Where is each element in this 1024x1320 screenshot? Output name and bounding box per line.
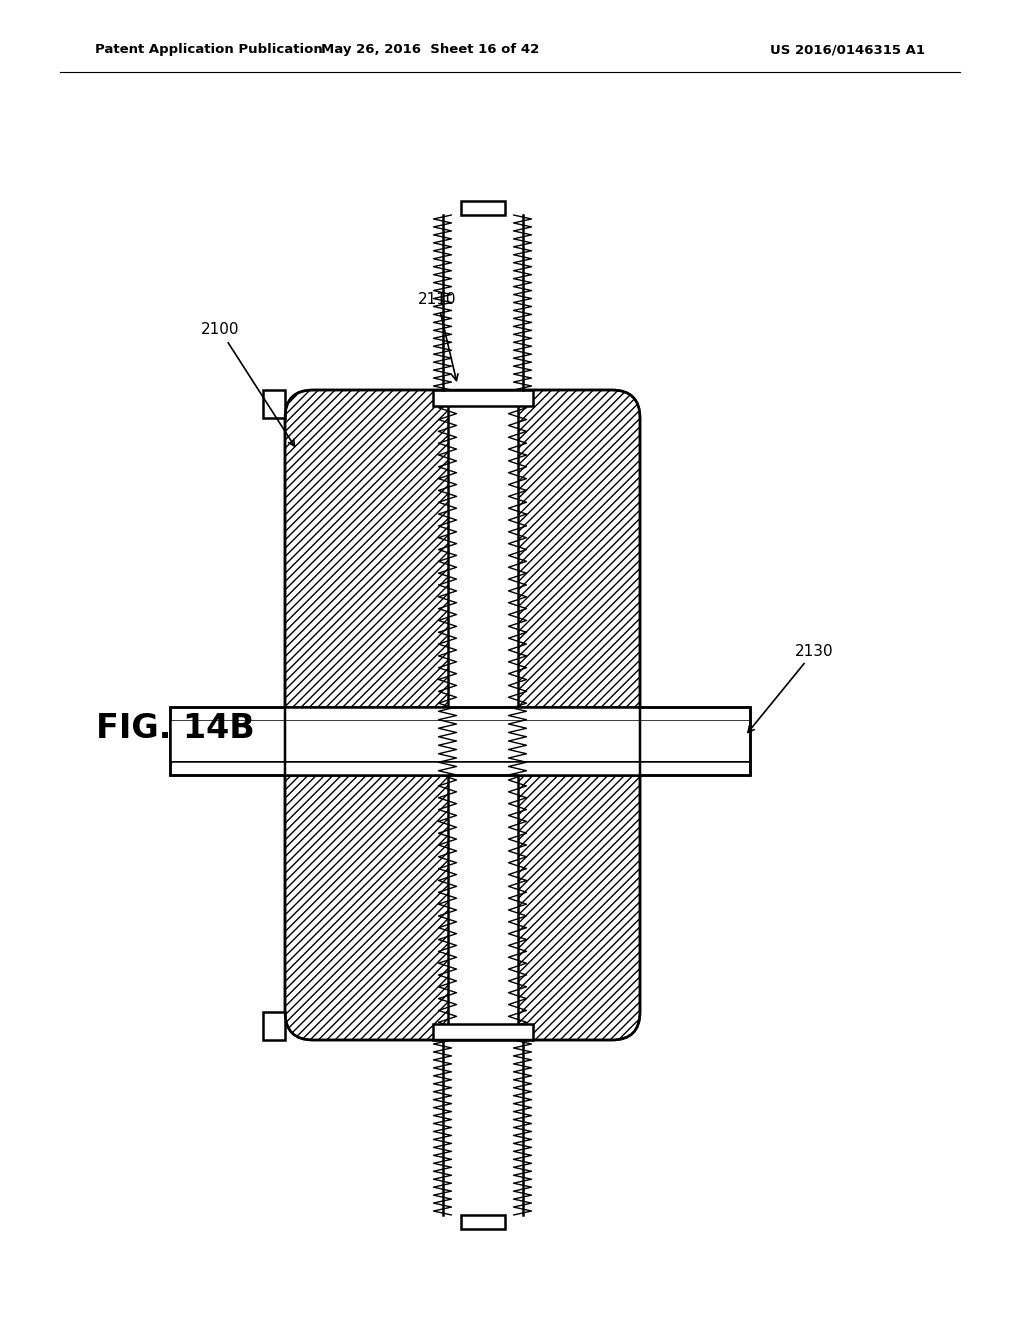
Text: US 2016/0146315 A1: US 2016/0146315 A1 <box>770 44 925 57</box>
Bar <box>432 389 532 407</box>
Bar <box>170 708 750 775</box>
Text: Patent Application Publication: Patent Application Publication <box>95 44 323 57</box>
Bar <box>442 1040 522 1214</box>
Bar <box>442 215 522 389</box>
Bar <box>461 201 505 215</box>
Text: FIG. 14B: FIG. 14B <box>95 711 254 744</box>
Bar <box>442 215 522 389</box>
Bar <box>447 389 517 1040</box>
Bar <box>263 1012 285 1040</box>
Bar <box>517 762 640 775</box>
Bar <box>263 389 285 418</box>
Bar <box>170 708 750 775</box>
Bar <box>285 762 447 775</box>
FancyBboxPatch shape <box>285 389 640 1040</box>
Bar <box>442 1040 522 1214</box>
Bar <box>171 721 749 762</box>
Bar <box>517 708 640 721</box>
Text: 2100: 2100 <box>201 322 295 446</box>
Text: 2130: 2130 <box>748 644 834 733</box>
Text: 2110: 2110 <box>418 293 458 380</box>
Text: May 26, 2016  Sheet 16 of 42: May 26, 2016 Sheet 16 of 42 <box>321 44 539 57</box>
Bar <box>461 1214 505 1229</box>
Bar <box>432 1024 532 1040</box>
Bar <box>285 708 447 721</box>
